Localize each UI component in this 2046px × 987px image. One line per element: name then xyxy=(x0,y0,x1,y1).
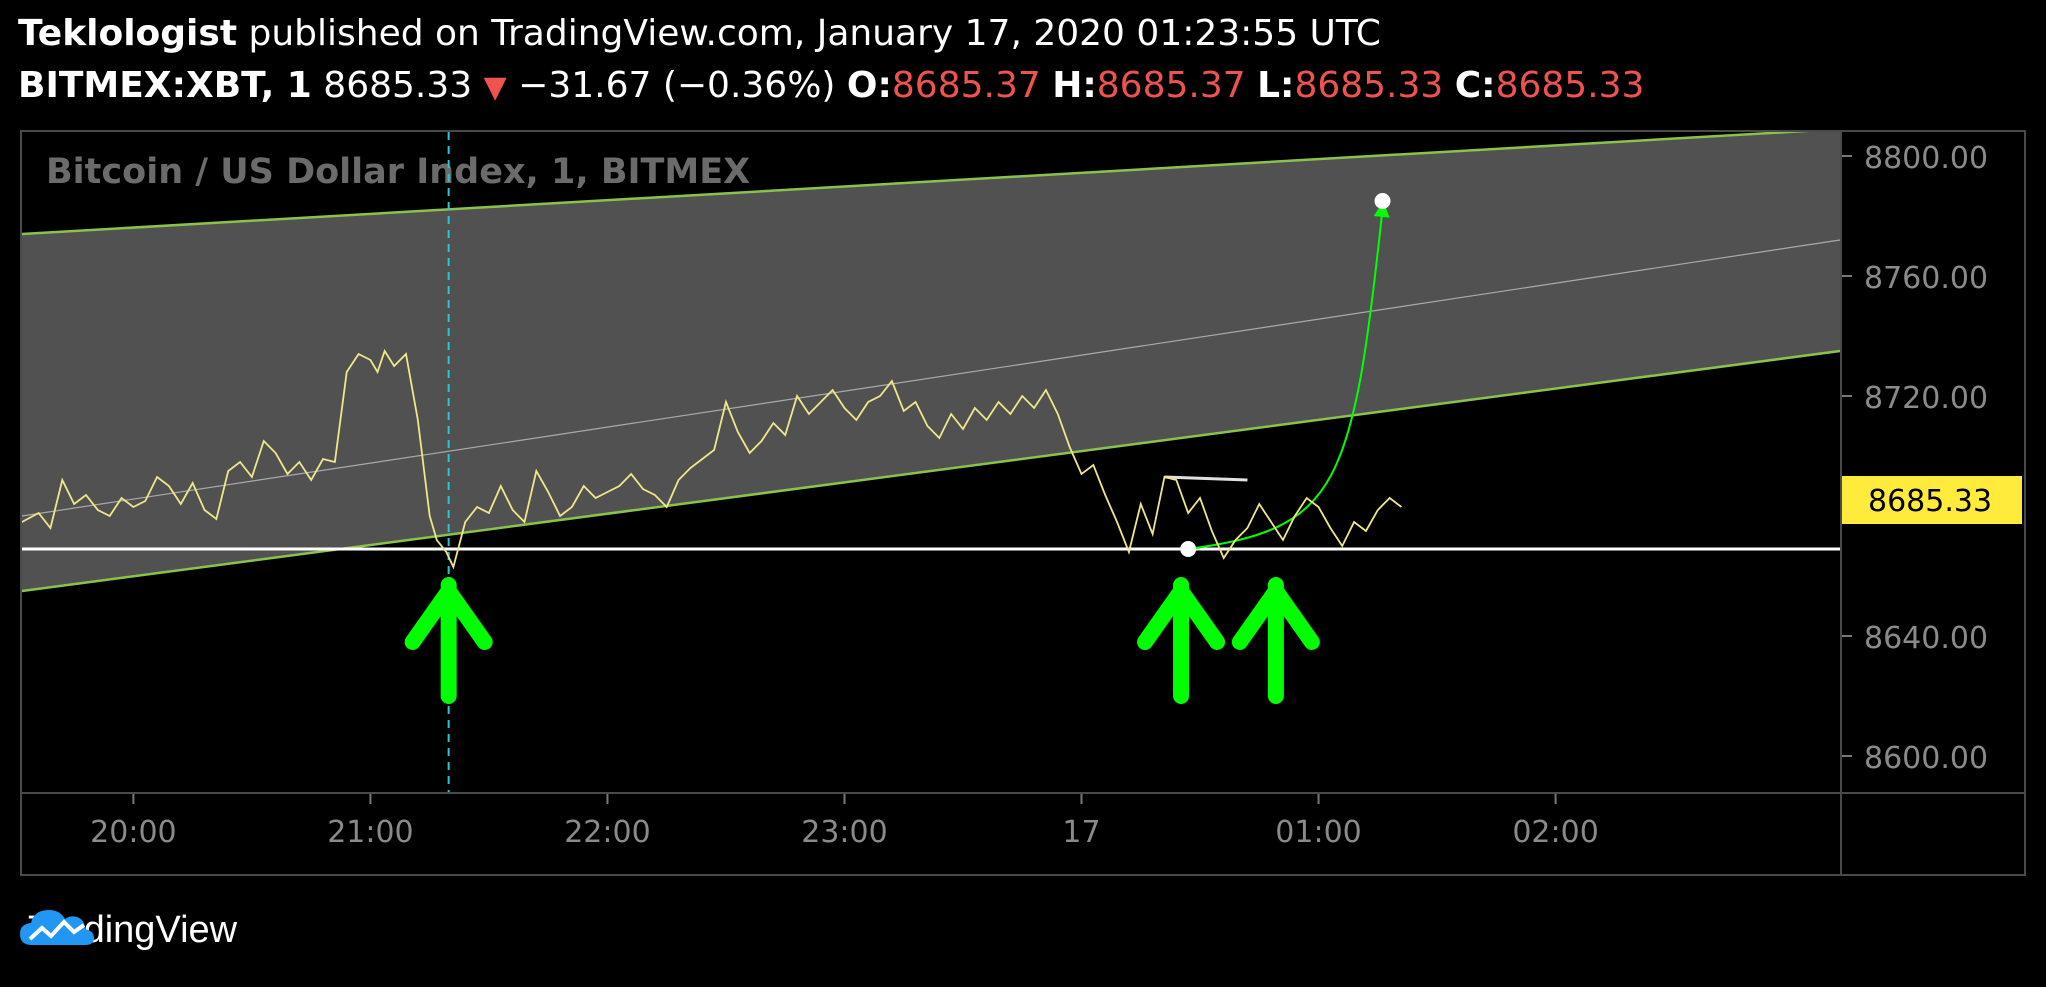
low-label: L: xyxy=(1257,65,1295,106)
chart-frame[interactable]: Bitcoin / US Dollar Index, 1, BITMEX 880… xyxy=(20,130,2026,876)
x-tick-label: 22:00 xyxy=(564,815,650,850)
price-line xyxy=(22,348,1403,570)
up-arrow-icon xyxy=(1137,577,1226,704)
low-value: 8685.33 xyxy=(1294,65,1444,106)
author-name[interactable]: Teklologist xyxy=(18,13,238,54)
projection-start-dot xyxy=(1180,541,1197,557)
x-tick-label: 23:00 xyxy=(801,815,887,850)
y-tick-label: 8720.00 xyxy=(1864,381,1988,416)
symbol-header: BITMEX:XBT, 1 8685.33 ▼ −31.67 (−0.36%) … xyxy=(18,62,1644,112)
publish-header: Teklologist published on TradingView.com… xyxy=(18,10,1381,58)
x-tick-label: 20:00 xyxy=(90,815,176,850)
x-tick-label: 21:00 xyxy=(327,815,413,850)
tradingview-logo-icon[interactable] xyxy=(18,905,96,951)
resistance-segment xyxy=(1164,475,1248,482)
up-arrow-icon xyxy=(404,577,493,704)
x-tick-label: 01:00 xyxy=(1275,815,1361,850)
y-tick-label: 8760.00 xyxy=(1864,261,1988,296)
annotation-layer xyxy=(22,132,1840,792)
current-price-badge xyxy=(1842,476,2022,525)
y-tick-label: 8600.00 xyxy=(1864,741,1988,776)
down-triangle-icon: ▼ xyxy=(483,70,507,105)
last-price: 8685.33 xyxy=(323,65,473,106)
x-tick-label: 17 xyxy=(1062,815,1100,850)
price-layer xyxy=(22,348,1403,570)
footer: TradingView xyxy=(18,905,237,955)
published-text: published on TradingView.com, January 17… xyxy=(248,13,1381,54)
high-value: 8685.37 xyxy=(1096,65,1246,106)
up-arrow-icon xyxy=(1231,577,1320,704)
open-label: O: xyxy=(846,65,892,106)
price-chart[interactable]: Bitcoin / US Dollar Index, 1, BITMEX 880… xyxy=(22,132,2024,874)
axes-layer: 8800.00 8760.00 8720.00 8640.00 8600.00 20:00… xyxy=(22,132,2024,874)
channel-layer xyxy=(22,132,1841,593)
chart-title: Bitcoin / US Dollar Index, 1, BITMEX xyxy=(46,152,750,192)
close-label: C: xyxy=(1454,65,1496,106)
symbol-name: BITMEX:XBT, 1 xyxy=(18,65,312,106)
current-price-label: 8685.33 xyxy=(1868,484,1992,519)
channel-upper-line xyxy=(22,132,1810,236)
projection-curve xyxy=(1188,201,1390,550)
projection-target-dot xyxy=(1374,193,1391,209)
channel-fill xyxy=(22,132,1840,591)
x-tick-label: 02:00 xyxy=(1512,815,1598,850)
open-value: 8685.37 xyxy=(891,65,1041,106)
y-tick-label: 8640.00 xyxy=(1864,621,1988,656)
channel-lower-line xyxy=(22,349,1841,593)
high-label: H: xyxy=(1052,65,1097,106)
close-value: 8685.33 xyxy=(1495,65,1645,106)
channel-middle-line xyxy=(22,239,1841,517)
y-tick-label: 8800.00 xyxy=(1864,141,1988,176)
price-change: −31.67 (−0.36%) xyxy=(518,65,836,106)
